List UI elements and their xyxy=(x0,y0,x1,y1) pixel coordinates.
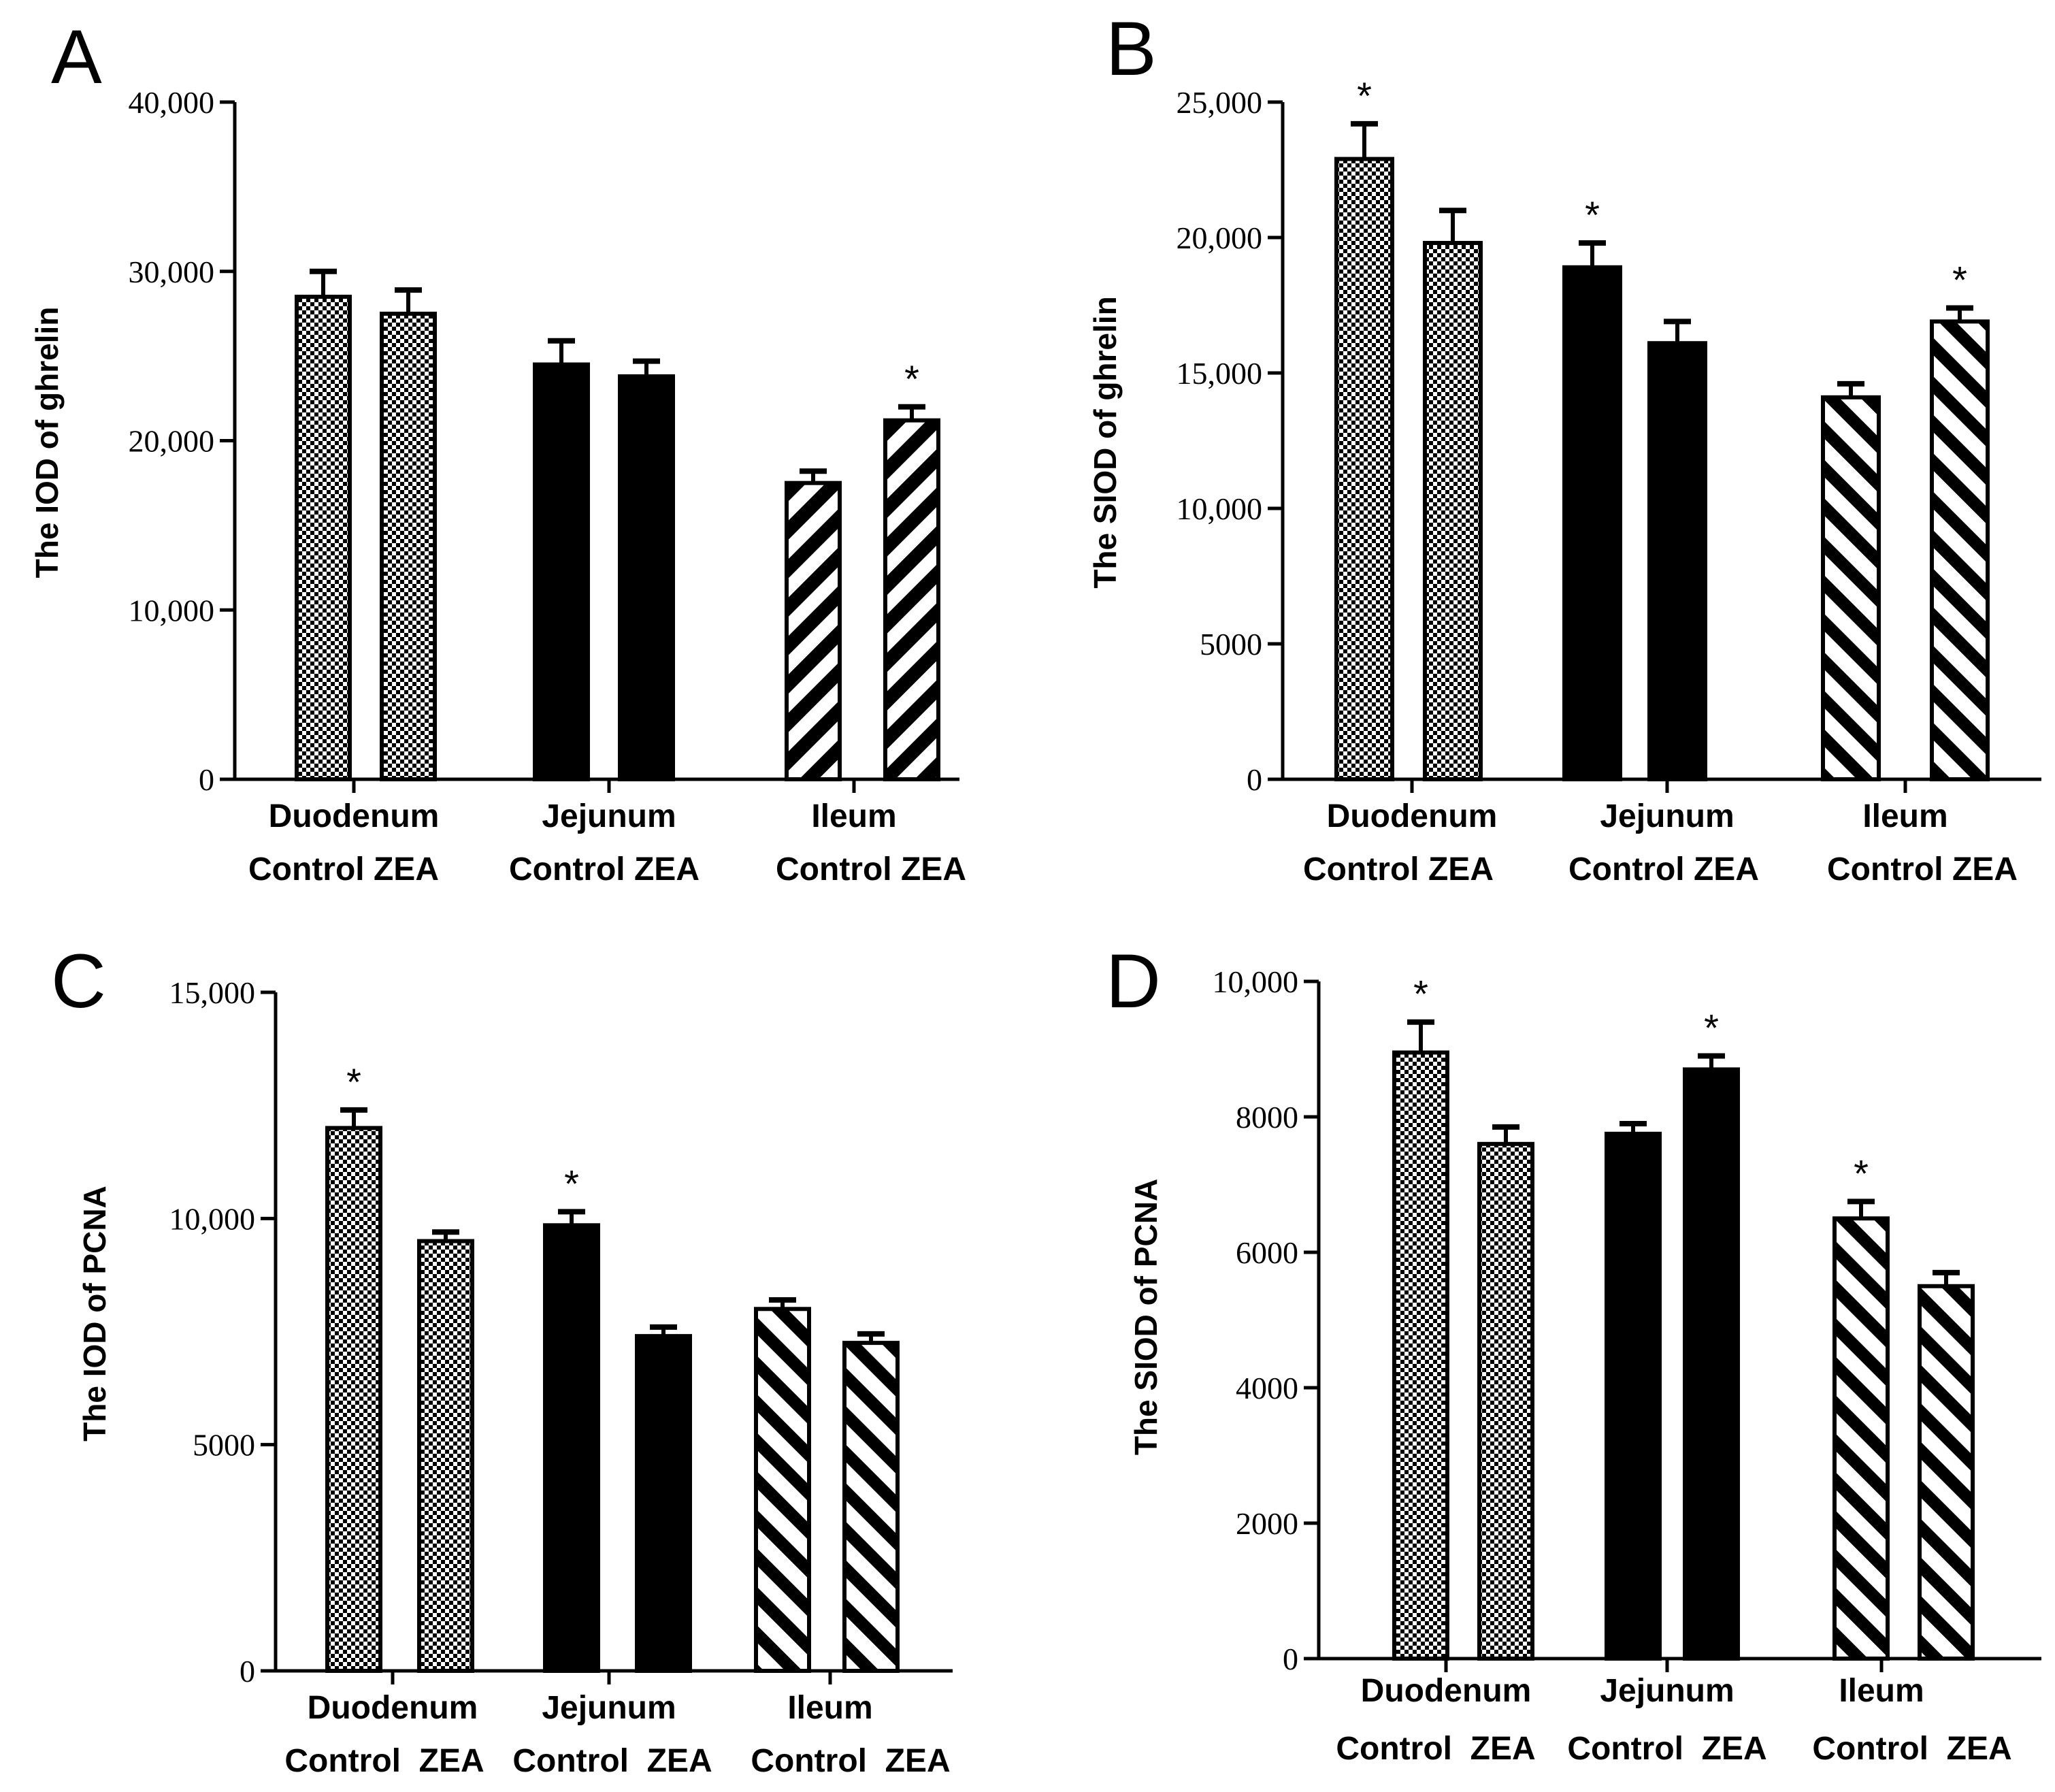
y-tick-label: 5000 xyxy=(1200,627,1262,662)
panel-letter: D xyxy=(1106,939,1161,1024)
y-tick-label: 6000 xyxy=(1236,1235,1298,1270)
y-axis-label: The IOD of ghrelin xyxy=(29,307,65,579)
y-tick-label: 15,000 xyxy=(1177,356,1263,391)
y-tick-label: 4000 xyxy=(1236,1371,1298,1405)
bar-duodenum-zea xyxy=(1477,1141,1534,1661)
bar-duodenum-control xyxy=(295,295,352,781)
significance-star: * xyxy=(1413,973,1428,1015)
y-tick-label: 10,000 xyxy=(1177,491,1263,526)
y-tick-label: 10,000 xyxy=(1213,964,1299,999)
bar-duodenum-control xyxy=(325,1126,382,1673)
panel-letter: A xyxy=(51,14,102,99)
bar-duodenum-control xyxy=(1334,157,1394,781)
y-tick-label: 10,000 xyxy=(129,593,215,628)
significance-star: * xyxy=(1952,258,1967,301)
bar-duodenum-zea xyxy=(417,1239,474,1673)
x-subcategory-label: Control ZEA xyxy=(1336,1731,1535,1767)
x-subcategory-label: Control ZEA xyxy=(776,851,966,887)
x-group-label: Ileum xyxy=(787,1690,872,1726)
panel-a: A 0 10,000 20,000 30,000 40,000 The IOD of ghr… xyxy=(29,14,966,887)
bar-ileum-control xyxy=(754,1307,811,1674)
bar-jejunum-control xyxy=(1562,265,1622,781)
panel-letter: C xyxy=(51,939,106,1024)
bar-jejunum-zea xyxy=(618,374,675,781)
x-subcategory-label: Control ZEA xyxy=(248,851,439,887)
y-tick-label: 15,000 xyxy=(169,975,256,1010)
x-subcategory-label: Control ZEA xyxy=(1812,1731,2011,1767)
bar-jejunum-control xyxy=(533,362,590,781)
y-tick-label: 20,000 xyxy=(129,424,215,459)
x-group-label: Jejunum xyxy=(542,1690,676,1726)
x-subcategory-label: Control ZEA xyxy=(1303,851,1494,887)
significance-star: * xyxy=(346,1060,361,1103)
bar-jejunum-zea xyxy=(1683,1067,1740,1661)
x-subcategory-label: Control ZEA xyxy=(1827,851,2018,887)
bar-jejunum-zea xyxy=(635,1334,692,1673)
significance-star: * xyxy=(904,357,919,400)
panel-c: C 0 5000 10,000 15,000 The IOD of PCNA * * Duode… xyxy=(51,939,953,1779)
x-group-label: Ileum xyxy=(1862,798,1947,834)
bar-ileum-control xyxy=(785,480,842,781)
y-tick-label: 30,000 xyxy=(129,255,215,289)
significance-star: * xyxy=(1854,1152,1869,1194)
y-tick-label: 5000 xyxy=(193,1428,255,1463)
significance-star: * xyxy=(1704,1006,1719,1049)
bar-duodenum-control xyxy=(1392,1050,1449,1661)
bar-jejunum-control xyxy=(543,1223,600,1673)
y-tick-label: 0 xyxy=(1283,1642,1298,1676)
y-tick-label: 10,000 xyxy=(169,1201,256,1236)
y-tick-label: 25,000 xyxy=(1177,85,1263,120)
y-tick-label: 40,000 xyxy=(129,85,215,120)
x-group-label: Jejunum xyxy=(1600,798,1734,834)
x-group-label: Duodenum xyxy=(269,798,440,834)
bar-jejunum-zea xyxy=(1647,341,1707,782)
x-group-label: Duodenum xyxy=(308,1690,478,1726)
y-tick-label: 0 xyxy=(240,1654,255,1689)
x-group-label: Ileum xyxy=(811,798,896,834)
panel-letter: B xyxy=(1106,6,1157,91)
bar-ileum-zea xyxy=(883,418,940,781)
bar-ileum-control xyxy=(1821,395,1881,781)
x-group-label: Duodenum xyxy=(1361,1673,1532,1709)
x-subcategory-label: Control ZEA xyxy=(284,1743,484,1779)
y-tick-label: 2000 xyxy=(1236,1506,1298,1541)
significance-star: * xyxy=(1585,193,1600,236)
bar-ileum-control xyxy=(1832,1216,1890,1661)
x-group-label: Ileum xyxy=(1839,1673,1924,1709)
y-tick-label: 8000 xyxy=(1236,1100,1298,1135)
x-subcategory-label: Control ZEA xyxy=(1568,851,1759,887)
y-axis-label: The SIOD of ghrelin xyxy=(1087,296,1123,588)
x-subcategory-label: Control ZEA xyxy=(509,851,700,887)
y-tick-label: 20,000 xyxy=(1177,221,1263,255)
y-axis-label: The IOD of PCNA xyxy=(77,1186,112,1441)
x-subcategory-label: Control ZEA xyxy=(751,1743,950,1779)
bar-ileum-zea xyxy=(1930,319,1990,781)
x-subcategory-label: Control ZEA xyxy=(1567,1731,1766,1767)
bar-jejunum-control xyxy=(1605,1131,1662,1661)
significance-star: * xyxy=(564,1162,579,1205)
panel-d: D 0 2000 4000 6000 8000 10,000 The SIOD of PCNA… xyxy=(1106,939,2041,1767)
bar-ileum-zea xyxy=(842,1341,900,1674)
panel-b: B 0 5000 10,000 15,000 20,000 25,000 The SIOD o… xyxy=(1087,6,2041,887)
x-subcategory-label: Control ZEA xyxy=(512,1743,712,1779)
bar-duodenum-zea xyxy=(380,311,437,781)
significance-star: * xyxy=(1357,74,1372,117)
x-group-label: Jejunum xyxy=(542,798,676,834)
bar-duodenum-zea xyxy=(1423,240,1483,781)
y-tick-label: 0 xyxy=(1247,762,1262,797)
x-group-label: Jejunum xyxy=(1600,1673,1734,1709)
x-group-label: Duodenum xyxy=(1327,798,1498,834)
y-axis-label: The SIOD of PCNA xyxy=(1128,1179,1164,1455)
bar-ileum-zea xyxy=(1918,1284,1975,1661)
y-tick-label: 0 xyxy=(199,762,214,797)
